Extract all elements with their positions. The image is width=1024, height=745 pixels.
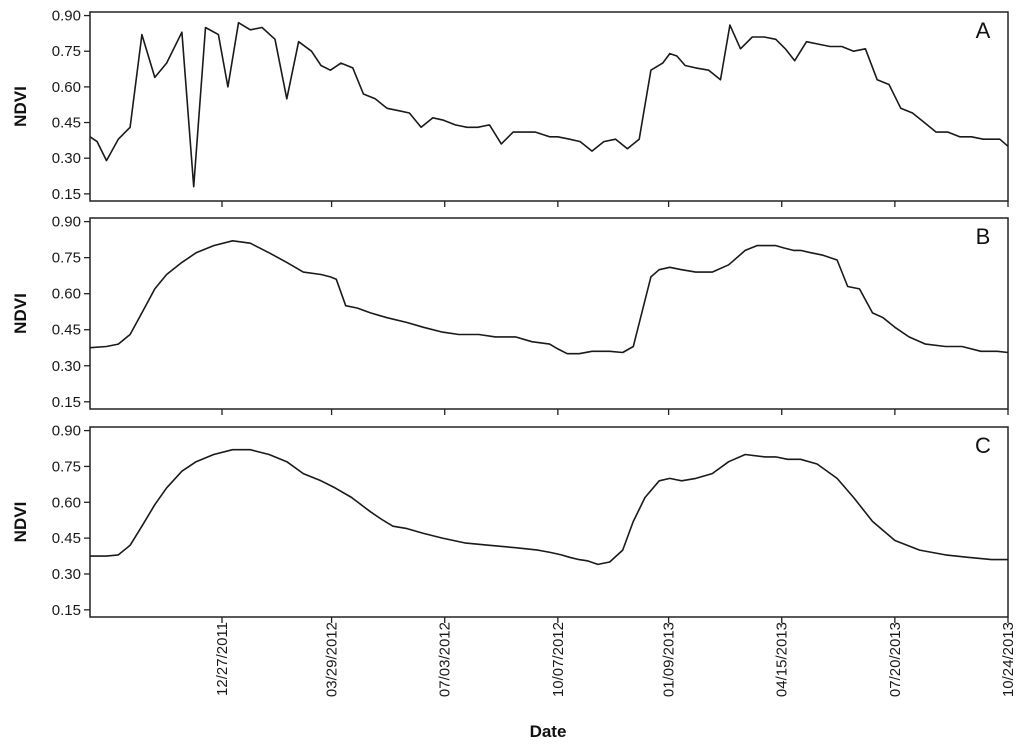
y-tick-label: 0.45 bbox=[52, 530, 81, 547]
x-tick-label: 03/29/2012 bbox=[324, 622, 341, 697]
y-tick-label: 0.75 bbox=[52, 458, 81, 475]
panel-b: 0.15 0.30 0.45 0.60 0.75 0.90 NDVI B bbox=[11, 214, 1009, 415]
panel-c: 0.15 0.30 0.45 0.60 0.75 0.90 NDVI C bbox=[11, 423, 1009, 623]
panel-label: B bbox=[976, 224, 991, 249]
y-tick-label: 0.30 bbox=[52, 150, 81, 167]
y-tick-label: 0.45 bbox=[52, 322, 81, 339]
series-line-c bbox=[90, 448, 1008, 566]
panel-label: A bbox=[976, 18, 991, 43]
y-tick-label: 0.90 bbox=[52, 214, 81, 231]
x-tick-label: 01/09/2013 bbox=[661, 622, 678, 697]
y-tick-label: 0.90 bbox=[52, 8, 81, 25]
panel-a: 0.15 0.30 0.45 0.60 0.75 0.90 NDVI A bbox=[11, 8, 1009, 207]
series-line-b bbox=[89, 240, 1009, 355]
y-tick-label: 0.90 bbox=[52, 423, 81, 440]
y-axis-title: NDVI bbox=[11, 502, 30, 543]
y-tick-label: 0.15 bbox=[52, 602, 81, 619]
y-tick-label: 0.15 bbox=[52, 394, 81, 411]
panels-group: 0.15 0.30 0.45 0.60 0.75 0.90 NDVI A 0.15 0.30 0.4… bbox=[11, 8, 1009, 623]
y-tick-label: 0.60 bbox=[52, 79, 81, 96]
y-tick-label: 0.60 bbox=[52, 286, 81, 303]
x-tick-label: 04/15/2013 bbox=[774, 622, 791, 697]
x-tick-label: 12/27/2011 bbox=[214, 622, 231, 696]
x-axis: 12/27/2011 03/29/2012 07/03/2012 10/07/2012… bbox=[214, 622, 1017, 697]
x-tick-label: 10/07/2012 bbox=[550, 622, 567, 697]
plot-frame bbox=[89, 11, 1009, 202]
y-tick-label: 0.15 bbox=[52, 186, 81, 203]
y-axis-title: NDVI bbox=[11, 293, 30, 334]
plot-frame bbox=[89, 217, 1009, 410]
x-tick-label: 10/24/2013 bbox=[1000, 622, 1017, 697]
y-tick-label: 0.60 bbox=[52, 494, 81, 511]
y-tick-label: 0.30 bbox=[52, 566, 81, 583]
panel-label: C bbox=[975, 433, 991, 458]
y-tick-label: 0.75 bbox=[52, 43, 81, 60]
y-tick-label: 0.45 bbox=[52, 115, 81, 132]
y-axis-title: NDVI bbox=[11, 86, 30, 127]
y-tick-label: 0.30 bbox=[52, 358, 81, 375]
series-line-a bbox=[89, 21, 1009, 188]
y-tick-label: 0.75 bbox=[52, 250, 81, 267]
x-axis-title: Date bbox=[530, 722, 567, 741]
plot-frame bbox=[89, 426, 1009, 618]
x-tick-label: 07/20/2013 bbox=[887, 622, 904, 697]
x-tick-label: 07/03/2012 bbox=[437, 622, 454, 697]
